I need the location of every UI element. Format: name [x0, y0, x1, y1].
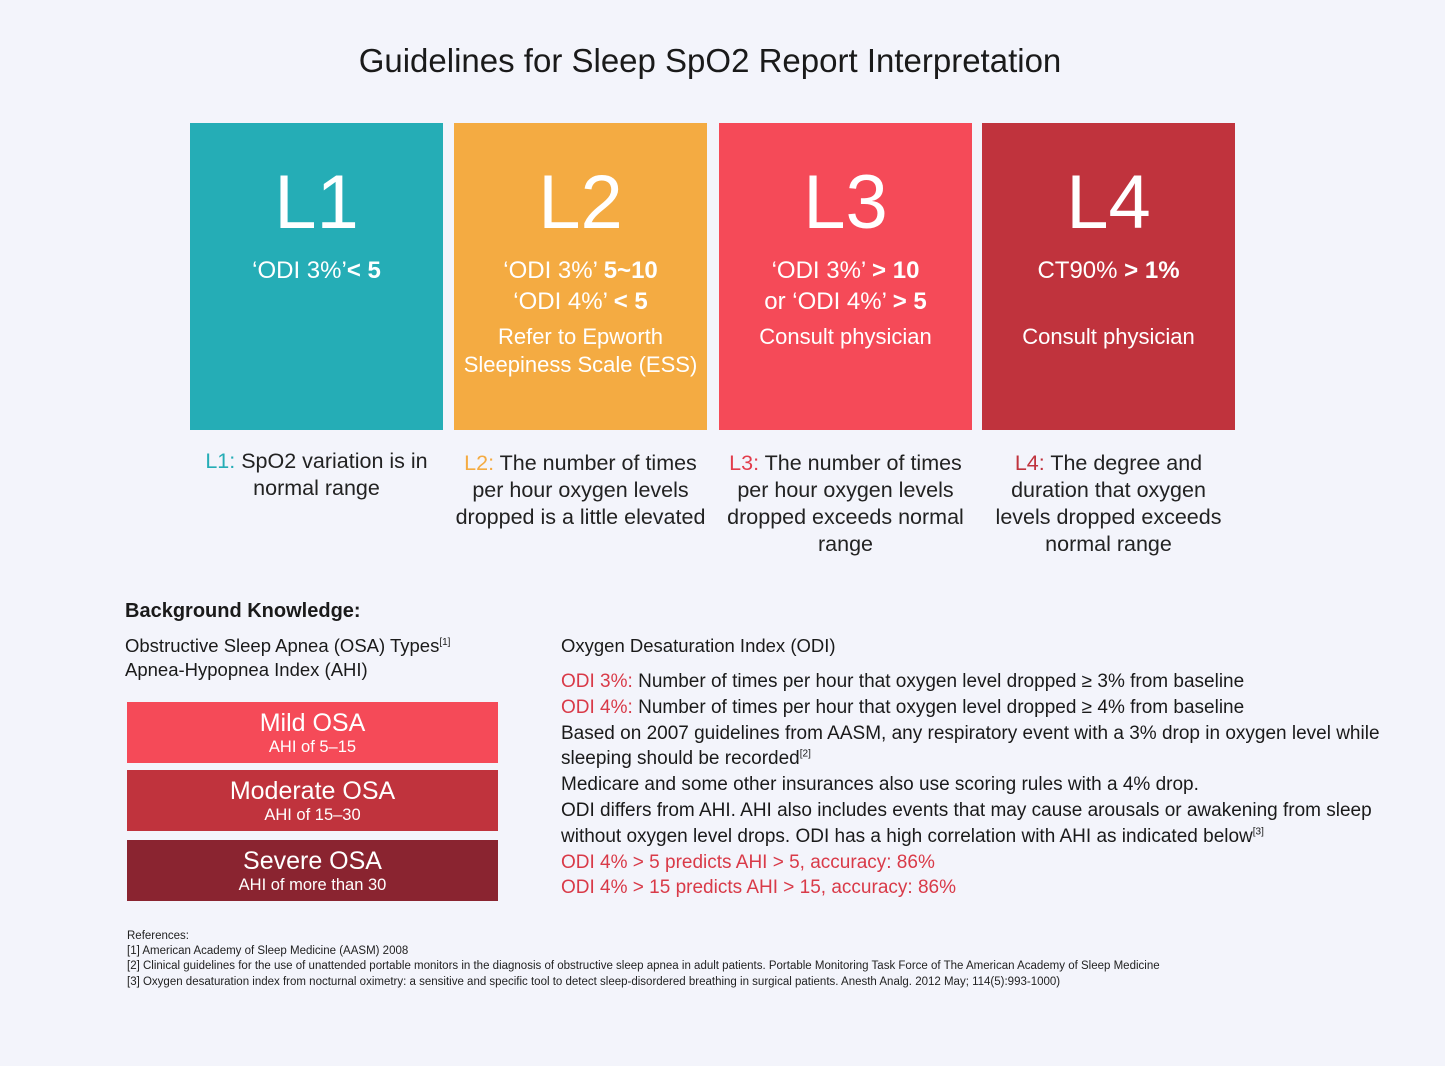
criteria-text: or ‘ODI 4%’: [764, 288, 893, 315]
card-criteria: ‘ODI 3%’< 5: [190, 255, 443, 286]
osa-types-text: Obstructive Sleep Apnea (OSA) Types: [125, 635, 440, 656]
osa-name: Mild OSA: [259, 709, 366, 737]
page-title: Guidelines for Sleep SpO2 Report Interpr…: [358, 42, 1062, 79]
aasm-text: Based on 2007 guidelines from AASM, any …: [561, 722, 1380, 770]
description-text: The degree and duration that oxygen leve…: [995, 451, 1222, 556]
level-description-l3: L3: The number of times per hour oxygen …: [719, 450, 972, 558]
osa-severe-box: Severe OSA AHI of more than 30: [127, 840, 498, 901]
card-level-label: L1: [274, 160, 359, 245]
criteria-text: ‘ODI 3%’: [252, 257, 347, 284]
odi3-text: Number of times per hour that oxygen lev…: [632, 671, 1245, 692]
description-level-label: L2:: [464, 451, 495, 475]
osa-moderate-box: Moderate OSA AHI of 15–30: [127, 770, 498, 831]
description-text: SpO2 variation is in normal range: [235, 449, 428, 500]
criteria-value: > 5: [892, 288, 927, 315]
level-card-l1: L1 ‘ODI 3%’< 5: [190, 123, 443, 430]
reference-marker: [3]: [1252, 826, 1264, 838]
odi4-label: ODI 4%:: [561, 696, 633, 718]
differs-text: ODI differs from AHI. AHI also includes …: [561, 799, 1372, 847]
level-description-l4: L4: The degree and duration that oxygen …: [982, 450, 1235, 558]
criteria-value: > 10: [872, 257, 920, 284]
odi3-definition: ODI 3%: Number of times per hour that ox…: [561, 669, 1381, 695]
card-criteria: CT90% > 1% Consult physician: [982, 255, 1235, 351]
criteria-text: ‘ODI 3%’: [503, 257, 604, 284]
odi-explanation: ODI 3%: Number of times per hour that ox…: [561, 669, 1381, 901]
description-level-label: L1:: [205, 449, 236, 473]
reference-item: [1] American Academy of Sleep Medicine (…: [127, 945, 409, 958]
criteria-text: ‘ODI 4%’: [513, 288, 614, 315]
osa-ahi-range: AHI of 15–30: [264, 806, 361, 824]
odi-ahi-difference-note: ODI differs from AHI. AHI also includes …: [561, 798, 1381, 850]
references: References: [1] American Academy of Slee…: [127, 929, 1327, 990]
odi3-label: ODI 3%:: [561, 671, 633, 692]
reference-item: [2] Clinical guidelines for the use of u…: [127, 960, 1160, 973]
description-text: The number of times per hour oxygen leve…: [727, 451, 964, 556]
level-description-l2: L2: The number of times per hour oxygen …: [454, 450, 707, 531]
level-card-l4: L4 CT90% > 1% Consult physician: [982, 123, 1235, 430]
reference-item: [3] Oxygen desaturation index from noctu…: [127, 975, 1061, 988]
references-heading: References:: [127, 930, 190, 942]
prediction-line: ODI 4% > 5 predicts AHI > 5, accuracy: 8…: [561, 851, 935, 873]
osa-mild-box: Mild OSA AHI of 5–15: [127, 702, 498, 763]
card-note: Consult physician: [759, 324, 932, 349]
criteria-value: 5~10: [603, 257, 658, 284]
odi4-definition: ODI 4%: Number of times per hour that ox…: [561, 695, 1381, 721]
card-criteria: ‘ODI 3%’ 5~10 ‘ODI 4%’ < 5 Refer to Epwo…: [454, 255, 707, 379]
osa-ahi-range: AHI of 5–15: [268, 738, 357, 756]
criteria-value: > 1%: [1124, 257, 1180, 284]
aasm-note: Based on 2007 guidelines from AASM, any …: [561, 721, 1381, 773]
level-card-l2: L2 ‘ODI 3%’ 5~10 ‘ODI 4%’ < 5 Refer to E…: [454, 123, 707, 430]
osa-name: Moderate OSA: [229, 777, 396, 805]
background-knowledge-heading: Background Knowledge:: [125, 600, 361, 622]
prediction-line: ODI 4% > 15 predicts AHI > 15, accuracy:…: [561, 877, 956, 899]
card-note: Refer to Epworth Sleepiness Scale (ESS): [463, 324, 698, 377]
card-note: Consult physician: [1022, 324, 1195, 349]
criteria-text: ‘ODI 3%’: [771, 257, 873, 284]
reference-marker: [1]: [439, 636, 451, 648]
description-level-label: L3:: [729, 451, 760, 475]
odi4-text: Number of times per hour that oxygen lev…: [632, 696, 1245, 718]
odi-heading: Oxygen Desaturation Index (ODI): [561, 635, 836, 656]
card-criteria: ‘ODI 3%’ > 10 or ‘ODI 4%’ > 5 Consult ph…: [719, 255, 972, 351]
card-level-label: L2: [538, 160, 623, 245]
criteria-text: CT90%: [1037, 257, 1125, 284]
criteria-value: < 5: [613, 288, 648, 315]
criteria-value: < 5: [346, 257, 381, 284]
description-text: The number of times per hour oxygen leve…: [455, 451, 706, 529]
reference-marker: [2]: [799, 749, 811, 761]
ahi-label: Apnea-Hypopnea Index (AHI): [125, 659, 368, 680]
level-card-l3: L3 ‘ODI 3%’ > 10 or ‘ODI 4%’ > 5 Consult…: [719, 123, 972, 430]
osa-types-label: Obstructive Sleep Apnea (OSA) Types[1] A…: [125, 634, 450, 682]
osa-ahi-range: AHI of more than 30: [238, 876, 387, 894]
level-description-l1: L1: SpO2 variation is in normal range: [190, 448, 443, 502]
osa-name: Severe OSA: [243, 847, 382, 875]
description-level-label: L4:: [1014, 451, 1045, 475]
medicare-note: Medicare and some other insurances also …: [561, 774, 1199, 796]
card-level-label: L4: [1066, 160, 1151, 245]
card-level-label: L3: [803, 160, 888, 245]
